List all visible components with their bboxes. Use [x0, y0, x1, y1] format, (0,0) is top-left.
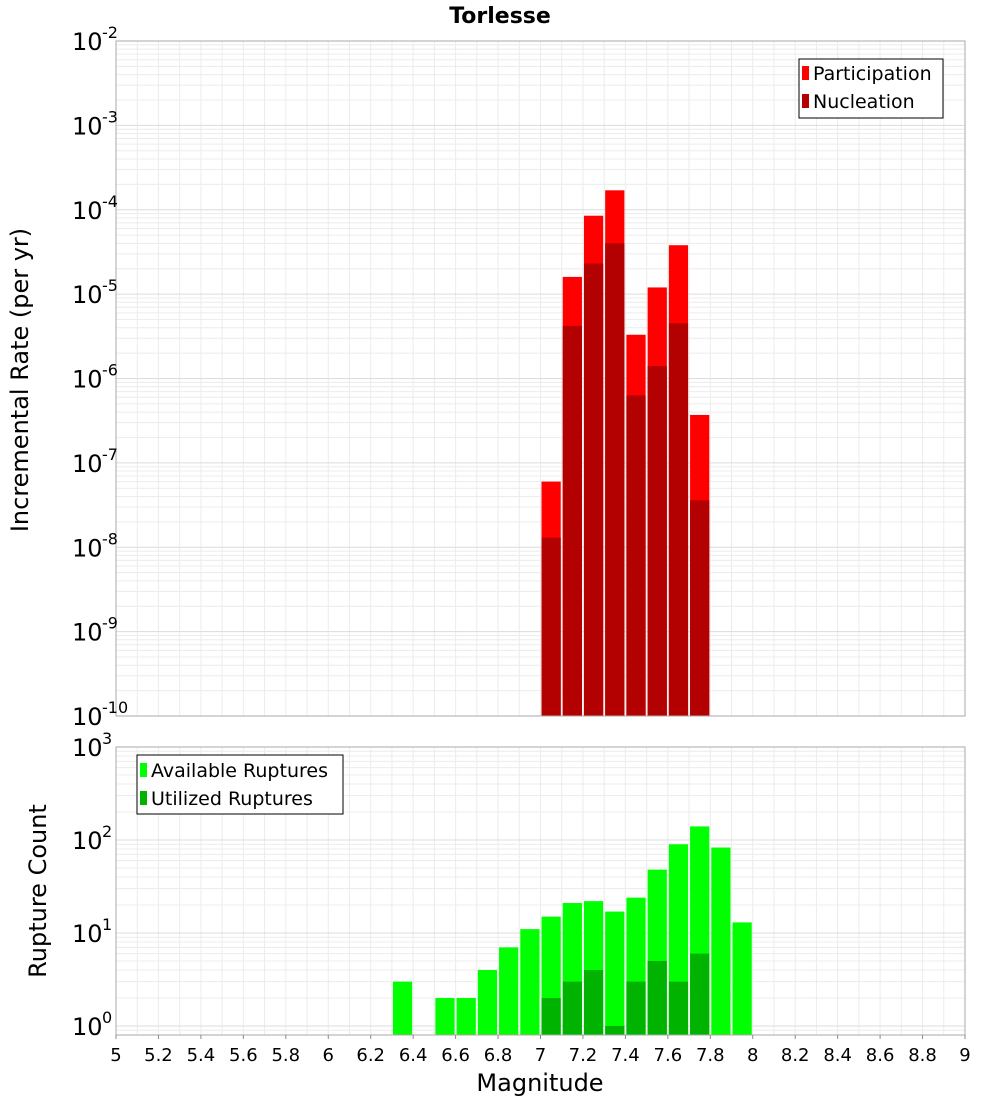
bar-nucleation: [690, 500, 710, 716]
x-ticks: 5 5.2 5.4 5.6 5.8 6 6.2 6.4 6.6 6.8 7 7.2 7.4 7.6 7.8 8…: [110, 1035, 971, 1066]
top-y-tick-label: 10: [72, 28, 103, 56]
x-axis-label: Magnitude: [476, 1069, 603, 1097]
x-tick-label: 8.4: [823, 1045, 852, 1066]
legend-swatch-participation: [802, 66, 809, 80]
legend-label-participation: Participation: [813, 63, 932, 85]
top-y-tick-exponent: -2: [102, 23, 118, 42]
bar-utilized-ruptures: [583, 969, 604, 1035]
top-y-tick-label: 10: [72, 619, 103, 647]
top-y-tick-exponent: -8: [102, 529, 118, 548]
bar-utilized-ruptures: [690, 953, 710, 1035]
bar-utilized-ruptures: [647, 960, 667, 1035]
top-y-tick-exponent: -4: [102, 192, 118, 211]
bar-nucleation: [626, 395, 646, 716]
top-bars: [541, 190, 710, 717]
bottom-legend-box: [136, 754, 344, 815]
bottom-y-tick-label: 10: [72, 1013, 103, 1041]
x-tick-label: 6: [323, 1045, 334, 1066]
top-y-tick-exponent: -10: [102, 698, 128, 717]
bar-nucleation: [541, 537, 561, 716]
x-tick-label: 6.6: [441, 1045, 470, 1066]
bar-utilized-ruptures: [668, 981, 689, 1035]
top-y-tick-label: 10: [72, 450, 103, 478]
bar-available-ruptures: [456, 997, 476, 1035]
top-y-tick-label: 10: [72, 197, 103, 225]
chart-title: Torlesse: [449, 4, 551, 29]
bar-available-ruptures: [435, 997, 455, 1035]
x-tick-label: 6.4: [399, 1045, 428, 1066]
x-tick-label: 7.6: [654, 1045, 683, 1066]
bar-available-ruptures: [499, 947, 519, 1035]
x-tick-label: 8.2: [781, 1045, 810, 1066]
bar-utilized-ruptures: [605, 1025, 625, 1035]
bottom-y-axis-label: Rupture Count: [24, 804, 52, 978]
top-y-tick-label: 10: [72, 366, 103, 394]
x-tick-label: 8.6: [866, 1045, 895, 1066]
bar-available-ruptures: [732, 922, 752, 1035]
legend-label-utilized: Utilized Ruptures: [151, 788, 313, 810]
bottom-y-tick-label: 10: [72, 827, 103, 855]
top-y-tick-exponent: -3: [102, 107, 118, 126]
bottom-y-tick-label: 10: [72, 920, 103, 948]
x-tick-label: 8.8: [908, 1045, 937, 1066]
legend-label-available: Available Ruptures: [151, 760, 328, 782]
bar-nucleation: [562, 325, 582, 716]
top-y-tick-label: 10: [72, 703, 103, 731]
top-y-tick-exponent: -9: [102, 614, 118, 633]
x-tick-label: 5.6: [229, 1045, 258, 1066]
x-tick-label: 7.2: [569, 1045, 598, 1066]
bottom-y-tick-exponent: 0: [102, 1008, 112, 1027]
x-tick-label: 6.8: [484, 1045, 513, 1066]
bottom-y-tick-exponent: 3: [102, 729, 112, 748]
bar-nucleation: [647, 366, 667, 716]
x-tick-label: 7.8: [696, 1045, 725, 1066]
bottom-y-tick-label: 10: [72, 734, 103, 762]
x-tick-label: 7.4: [611, 1045, 640, 1066]
x-tick-label: 5.2: [144, 1045, 173, 1066]
legend-swatch-nucleation: [802, 94, 809, 108]
x-tick-label: 5.8: [271, 1045, 300, 1066]
top-y-axis-label: Incremental Rate (per yr): [6, 228, 34, 532]
bar-nucleation: [605, 243, 625, 717]
top-y-tick-exponent: -6: [102, 361, 118, 380]
top-legend-box: [798, 58, 944, 119]
bar-utilized-ruptures: [626, 981, 646, 1035]
x-tick-label: 7: [535, 1045, 546, 1066]
top-y-tick-label: 10: [72, 112, 103, 140]
x-tick-label: 8: [747, 1045, 758, 1066]
legend-swatch-available: [140, 763, 147, 777]
bar-nucleation: [668, 323, 689, 716]
x-tick-label: 6.2: [356, 1045, 385, 1066]
x-tick-label: 9: [959, 1045, 970, 1066]
legend-label-nucleation: Nucleation: [813, 91, 915, 113]
top-grid: [115, 41, 966, 717]
top-plot-border: [115, 40, 966, 717]
bottom-legend: Available Ruptures Utilized Ruptures: [136, 754, 344, 815]
bottom-y-tick-exponent: 2: [102, 822, 112, 841]
legend-swatch-utilized: [140, 791, 147, 805]
bar-available-ruptures: [605, 911, 625, 1035]
bar-available-ruptures: [477, 969, 498, 1035]
top-legend: Participation Nucleation: [798, 58, 944, 119]
bar-available-ruptures: [392, 981, 413, 1035]
top-y-tick-label: 10: [72, 534, 103, 562]
bar-available-ruptures: [520, 929, 540, 1035]
top-y-tick-label: 10: [72, 281, 103, 309]
top-y-tick-exponent: -5: [102, 276, 118, 295]
bar-utilized-ruptures: [541, 997, 561, 1035]
bar-available-ruptures: [711, 847, 731, 1035]
x-tick-label: 5.4: [187, 1045, 216, 1066]
bar-nucleation: [583, 263, 604, 716]
top-y-tick-exponent: -7: [102, 445, 118, 464]
bottom-y-tick-exponent: 1: [102, 915, 112, 934]
bottom-bars: [392, 826, 752, 1035]
bar-utilized-ruptures: [562, 981, 582, 1035]
x-tick-label: 5: [110, 1045, 121, 1066]
